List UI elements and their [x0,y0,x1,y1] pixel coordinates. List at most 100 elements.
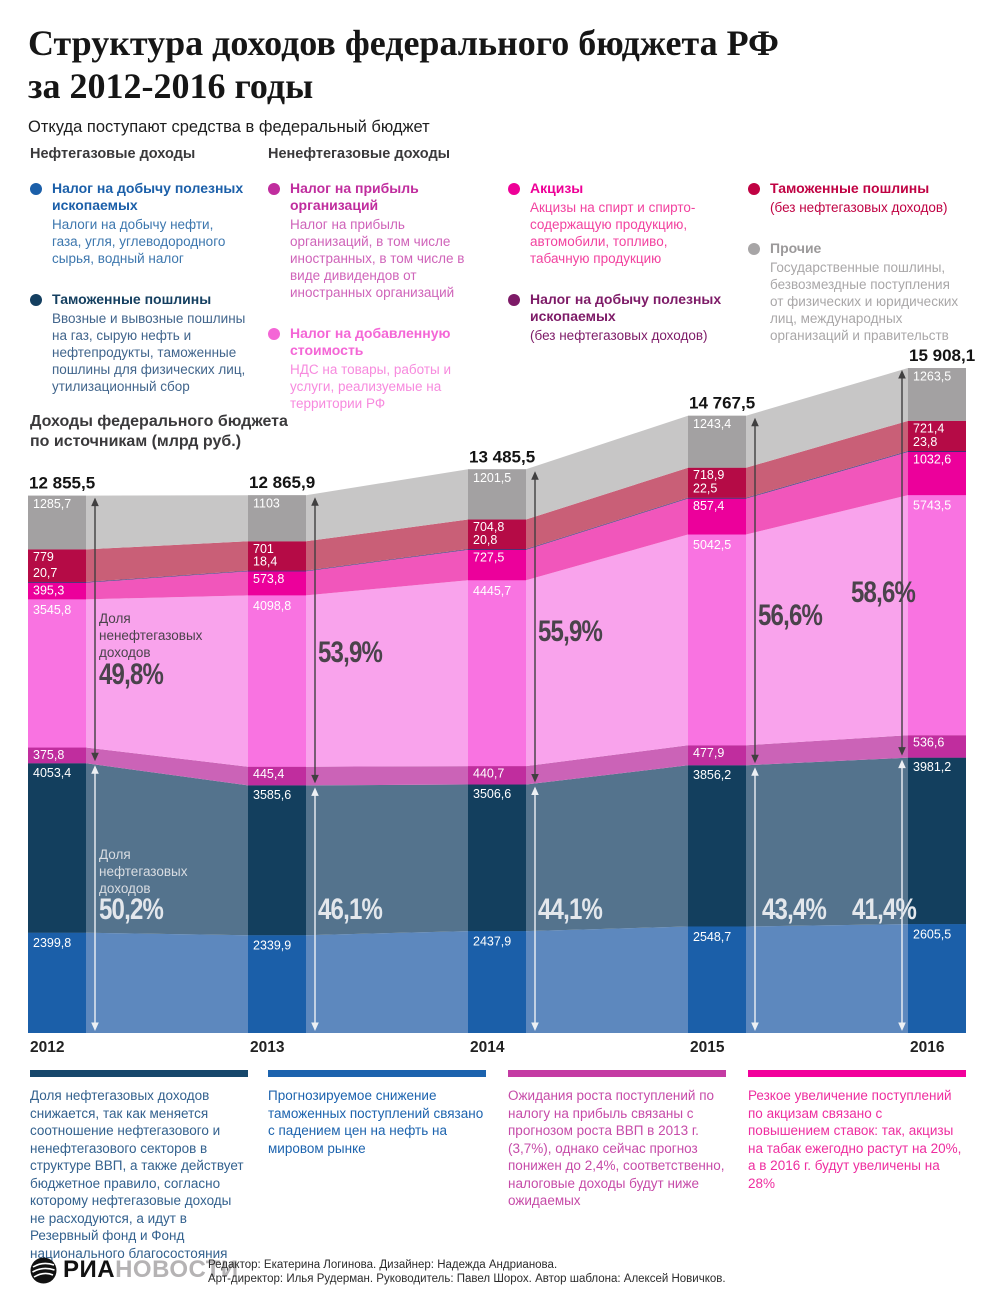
legend-item-title: Налог на добычу полезных ископаемых [530,291,722,324]
nonoil-share-pct-2015: 56,6% [758,597,823,631]
legend-item-subtitle: Налог на прибыль организаций, в том числ… [290,217,465,300]
legend-group-header: Ненефтегазовые доходы [268,146,451,162]
value-label-ndpi-nonoil-2014: 20,8 [473,533,497,547]
value-label-customs-oil-2012: 4053,4 [33,766,71,780]
oil-span-arrow-2013-head-up [311,787,319,796]
chart-heading: Доходы федерального бюджета по источника… [30,412,288,452]
note-text: Ожидания роста поступлений по налогу на … [508,1088,725,1208]
band-column-customs-oil-2016 [908,757,966,925]
oil-span-arrow-2016-head-up [898,759,906,769]
value-label-vat-2015: 5042,5 [693,538,731,552]
value-label-customs-nonoil-2013: 701 [253,542,274,556]
legend-item-text: Налог на добычу полезных ископаемых Налог… [52,180,246,267]
oil-span-arrow-2014-head-up [531,786,539,796]
note-color-bar [268,1070,486,1077]
legend-item-title: Налог на добавленную стоимость [290,325,451,358]
value-label-ndpi-oil-2014: 2437,9 [473,935,511,949]
legend-dot-icon [748,243,760,255]
nonoil-span-arrow-2013-head-up [311,497,319,506]
band-column-vat-2012 [28,599,86,748]
value-label-excise-2014: 727,5 [473,550,504,564]
legend-group-header: Нефтегазовые доходы [30,146,196,162]
band-column-profit-tax-2016 [908,735,966,758]
note-color-bar [30,1070,248,1077]
nonoil-span-arrow-2015-head-up [751,417,759,427]
ria-novosti-logo: РИА НОВОСТИ [30,1256,239,1284]
legend-column-4: Таможенные пошлины (без нефтегазовых дохо… [748,146,972,368]
legend-item-title: Акцизы [530,180,584,196]
oil-share-pct-2015: 43,4% [762,891,827,925]
nonoil-span-arrow-2012-head-down [91,752,99,762]
band-column-customs-oil-2014 [468,784,526,932]
legend-item-title: Прочие [770,240,822,256]
legend-item: Налог на добавленную стоимость НДС на тов… [268,325,496,412]
logo-text-novosti: НОВОСТИ [115,1256,239,1283]
total-label-2013: 12 865,9 [249,473,315,492]
globe-icon [30,1257,57,1283]
band-column-other-2016 [908,368,966,421]
nonoil-share-pct-2013: 53,9% [318,634,383,668]
page-title: Структура доходов федерального бюджета Р… [28,22,928,108]
value-label-ndpi-oil-2012: 2399,8 [33,936,71,950]
nonoil-span-arrow-2013-head-down [311,774,319,784]
oil-span-arrow-2013-head-down [311,1022,319,1031]
value-label-customs-nonoil-2012: 779 [33,550,54,564]
oil-span-arrow-2015-head-down [751,1022,759,1031]
nonoil-span-arrow-2016-head-down [898,747,906,756]
note-color-bar [748,1070,966,1077]
oil-span-arrow-2014-head-down [531,1022,539,1031]
band-column-profit-tax-2012 [28,747,86,764]
band-column-customs-oil-2015 [688,765,746,927]
legend-column-2: Ненефтегазовые доходы Налог на прибыль ор… [268,146,496,436]
nonoil-span-arrow-2012-head-up [91,497,99,507]
nonoil-share-pct-2012: 49,8% [99,656,164,690]
legend-dot-icon [268,183,280,195]
legend-item-text: Налог на добычу полезных ископаемых (без … [530,291,726,344]
value-label-excise-2012: 395,3 [33,583,64,597]
value-label-ndpi-nonoil-2015: 22,5 [693,482,717,496]
band-column-other-2015 [688,415,746,468]
year-label-2012: 2012 [30,1039,64,1056]
legend-item-subtitle: (без нефтегазовых доходов) [770,200,948,215]
page-title-line2: за 2012-2016 годы [28,66,314,106]
value-label-vat-2013: 4098,8 [253,599,291,613]
value-label-profit-tax-2013: 445,4 [253,767,284,781]
legend-item-text: Налог на добавленную стоимость НДС на тов… [290,325,486,412]
band-column-ndpi-nonoil-2015 [688,497,746,499]
year-label-2015: 2015 [690,1039,725,1056]
oil-span-arrow-2016-head-down [898,1022,906,1031]
nonoil-span-arrow-2016-head-up [898,370,906,379]
value-label-customs-oil-2016: 3981,2 [913,760,951,774]
band-column-other-2012 [28,495,86,550]
legend-item-title: Налог на добычу полезных ископаемых [52,180,244,213]
legend-column-3: Акцизы Акцизы на спирт и спирто-содержащу… [508,146,736,368]
legend-item-title: Налог на прибыль организаций [290,180,419,213]
value-label-customs-nonoil-2015: 718,9 [693,468,724,482]
oil-share-pct-2013: 46,1% [318,891,383,925]
band-column-customs-oil-2012 [28,763,86,933]
nonoil-span-arrow-2014-head-up [531,471,539,480]
total-label-2015: 14 767,5 [689,394,755,413]
nonoil-share-caption: Доля [99,611,131,626]
legend-item: Прочие Государственные пошлины, безвозмез… [748,240,972,344]
legend-dot-icon [508,294,520,306]
band-column-customs-oil-2013 [248,785,306,936]
value-label-other-2016: 1263,5 [913,370,951,384]
band-column-excise-2015 [688,498,746,535]
band-column-ndpi-oil-2015 [688,926,746,1033]
value-label-vat-2014: 4445,7 [473,584,511,598]
value-label-other-2012: 1285,7 [33,497,71,511]
credits: Редактор: Екатерина Логинова. Дизайнер: … [208,1259,726,1286]
total-label-2016: 15 908,1 [909,346,975,365]
band-column-other-2013 [248,495,306,542]
value-label-ndpi-oil-2016: 2605,5 [913,928,951,942]
note-3: Ожидания роста поступлений по налогу на … [508,1070,726,1210]
band-column-vat-2014 [468,580,526,767]
legend-item-subtitle: НДС на товары, работы и услуги, реализуе… [290,362,452,411]
logo-text-ria: РИА [63,1256,116,1283]
band-column-ndpi-nonoil-2016 [908,451,966,453]
legend-item: Акцизы Акцизы на спирт и спирто-содержащу… [508,180,736,267]
nonoil-share-pct-2016: 58,6% [851,574,916,608]
note-text: Доля нефтегазовых доходов снижается, так… [30,1088,244,1261]
credits-line2: Арт-директор: Илья Рудерман. Руководител… [208,1272,726,1285]
